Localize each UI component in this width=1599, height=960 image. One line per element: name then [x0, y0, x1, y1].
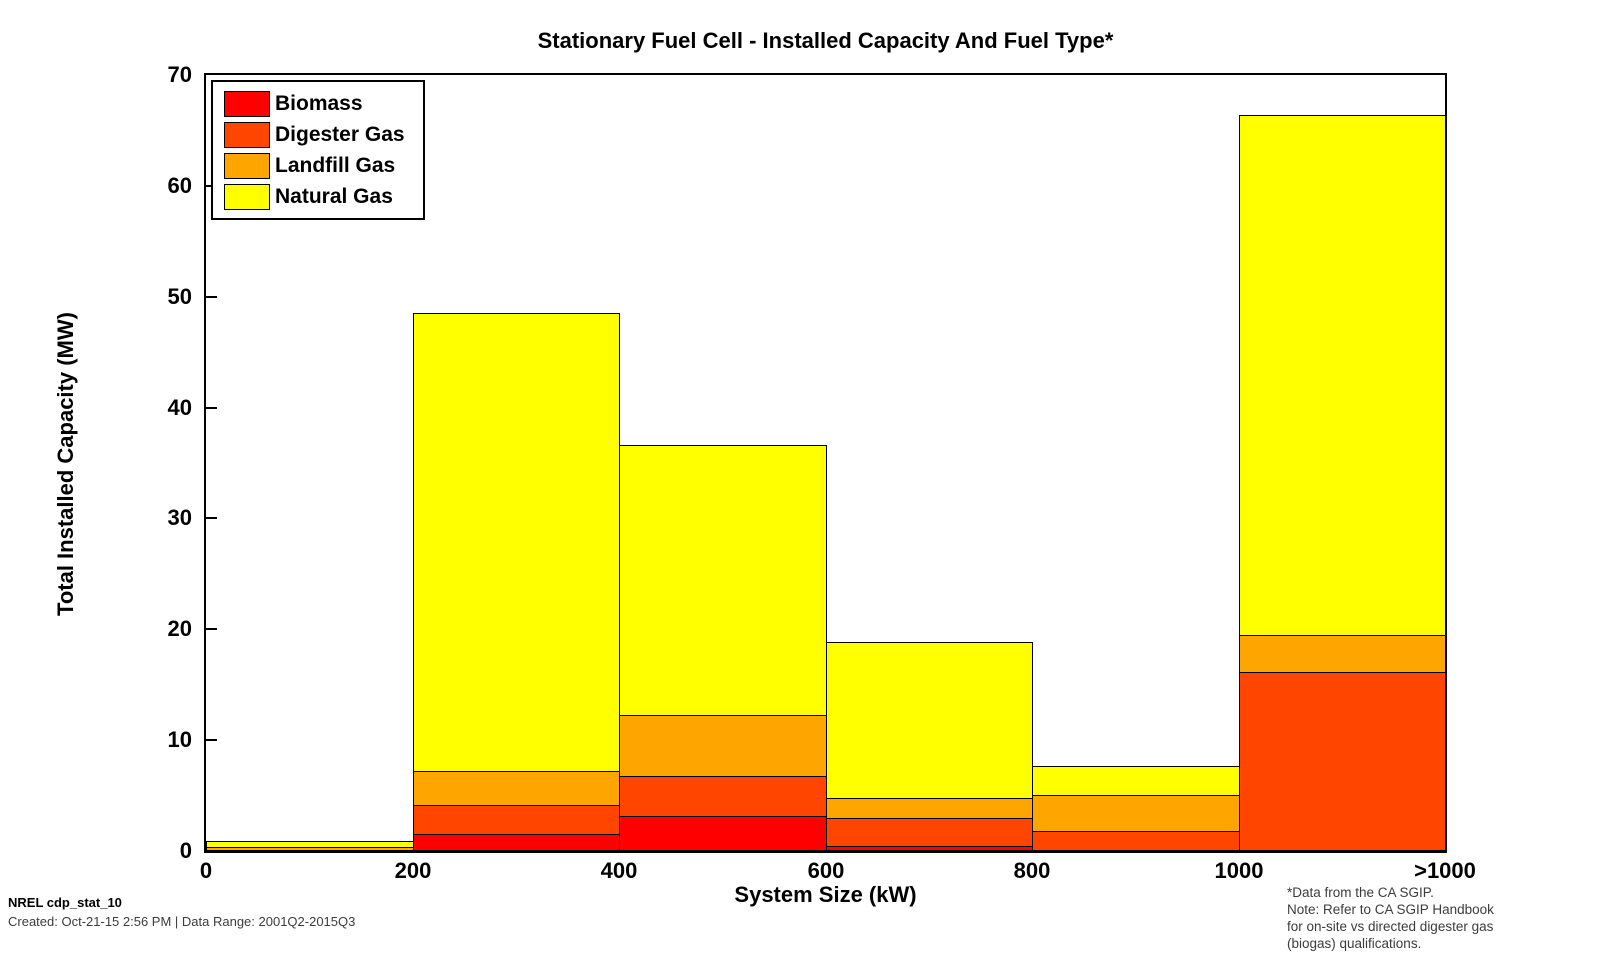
legend: Biomass Digester Gas Landfill Gas Natural G…	[211, 80, 425, 220]
legend-swatch-landfill-gas	[224, 152, 270, 179]
x-tick-label: 1000	[1214, 858, 1264, 883]
y-tick-label: 30	[167, 505, 192, 530]
footnote: *Data from the CA SGIP. Note: Refer to C…	[1287, 884, 1494, 952]
y-tick-mark	[206, 628, 217, 630]
x-axis-label: System Size (kW)	[734, 882, 917, 907]
bar-segment-digester-gas-600-800	[826, 818, 1033, 847]
bar-segment-natural-gas->1000	[1239, 115, 1446, 636]
bar-segment-digester-gas-400-600	[619, 776, 827, 817]
y-tick-mark	[206, 739, 217, 741]
footer-left: NREL cdp_stat_10 Created: Oct-21-15 2:56…	[8, 895, 355, 929]
y-tick-label: 70	[167, 62, 192, 87]
footnote-line: Note: Refer to CA SGIP Handbook	[1287, 902, 1494, 917]
bar-segment-digester-gas-800-1000	[1032, 831, 1240, 851]
bar-segment-landfill-gas-400-600	[619, 715, 827, 777]
y-tick-label: 10	[167, 727, 192, 752]
bar-segment-natural-gas-600-800	[826, 642, 1033, 799]
chart-title: Stationary Fuel Cell - Installed Capacit…	[537, 28, 1114, 53]
bar-segment-biomass-400-600	[619, 816, 827, 851]
bar-segment-landfill-gas-600-800	[826, 798, 1033, 819]
bar-segment-landfill-gas-800-1000	[1032, 795, 1240, 832]
x-tick-label: 200	[394, 858, 432, 883]
y-tick-mark	[206, 407, 217, 409]
legend-label: Natural Gas	[275, 184, 393, 208]
legend-item-natural-gas: Natural Gas	[213, 181, 423, 212]
bar-segment-digester-gas-200-400	[413, 805, 620, 835]
footer-created-line: Created: Oct-21-15 2:56 PM | Data Range:…	[8, 914, 356, 929]
bar-segment-natural-gas-800-1000	[1032, 766, 1240, 796]
legend-label: Biomass	[275, 91, 363, 115]
y-tick-mark	[206, 517, 217, 519]
x-tick-label: 0	[199, 858, 213, 883]
plot-area: Biomass Digester Gas Landfill Gas Natural G…	[204, 73, 1447, 853]
bar-segment-landfill-gas->1000	[1239, 635, 1446, 673]
legend-label: Landfill Gas	[275, 153, 396, 177]
x-tick-label: 800	[1013, 858, 1051, 883]
legend-swatch-natural-gas	[224, 183, 270, 210]
y-tick-label: 0	[179, 838, 192, 863]
y-axis-label: Total Installed Capacity (MW)	[53, 312, 78, 616]
y-tick-mark	[206, 296, 217, 298]
legend-item-digester-gas: Digester Gas	[213, 119, 423, 150]
legend-label: Digester Gas	[275, 122, 405, 146]
legend-swatch-biomass	[224, 90, 270, 117]
bar-segment-digester-gas->1000	[1239, 672, 1446, 851]
y-tick-label: 40	[167, 395, 192, 420]
x-tick-label: >1000	[1414, 858, 1476, 883]
footnote-line: (biogas) qualifications.	[1287, 936, 1422, 951]
y-tick-label: 60	[167, 173, 192, 198]
x-tick-label: 400	[600, 858, 638, 883]
bar-segment-natural-gas-0-200	[206, 841, 414, 848]
legend-item-landfill-gas: Landfill Gas	[213, 150, 423, 181]
y-tick-label: 20	[167, 616, 192, 641]
legend-item-biomass: Biomass	[213, 88, 423, 119]
bar-segment-landfill-gas-200-400	[413, 771, 620, 806]
bar-segment-natural-gas-200-400	[413, 313, 620, 772]
x-tick-label: 600	[807, 858, 845, 883]
legend-swatch-digester-gas	[224, 121, 270, 148]
footnote-line: *Data from the CA SGIP.	[1287, 885, 1434, 900]
bar-segment-natural-gas-400-600	[619, 445, 827, 716]
y-tick-label: 50	[167, 284, 192, 309]
footer-plot-id: NREL cdp_stat_10	[8, 895, 122, 910]
bar-segment-biomass-200-400	[413, 834, 620, 851]
footnote-line: for on-site vs directed digester gas	[1287, 919, 1494, 934]
